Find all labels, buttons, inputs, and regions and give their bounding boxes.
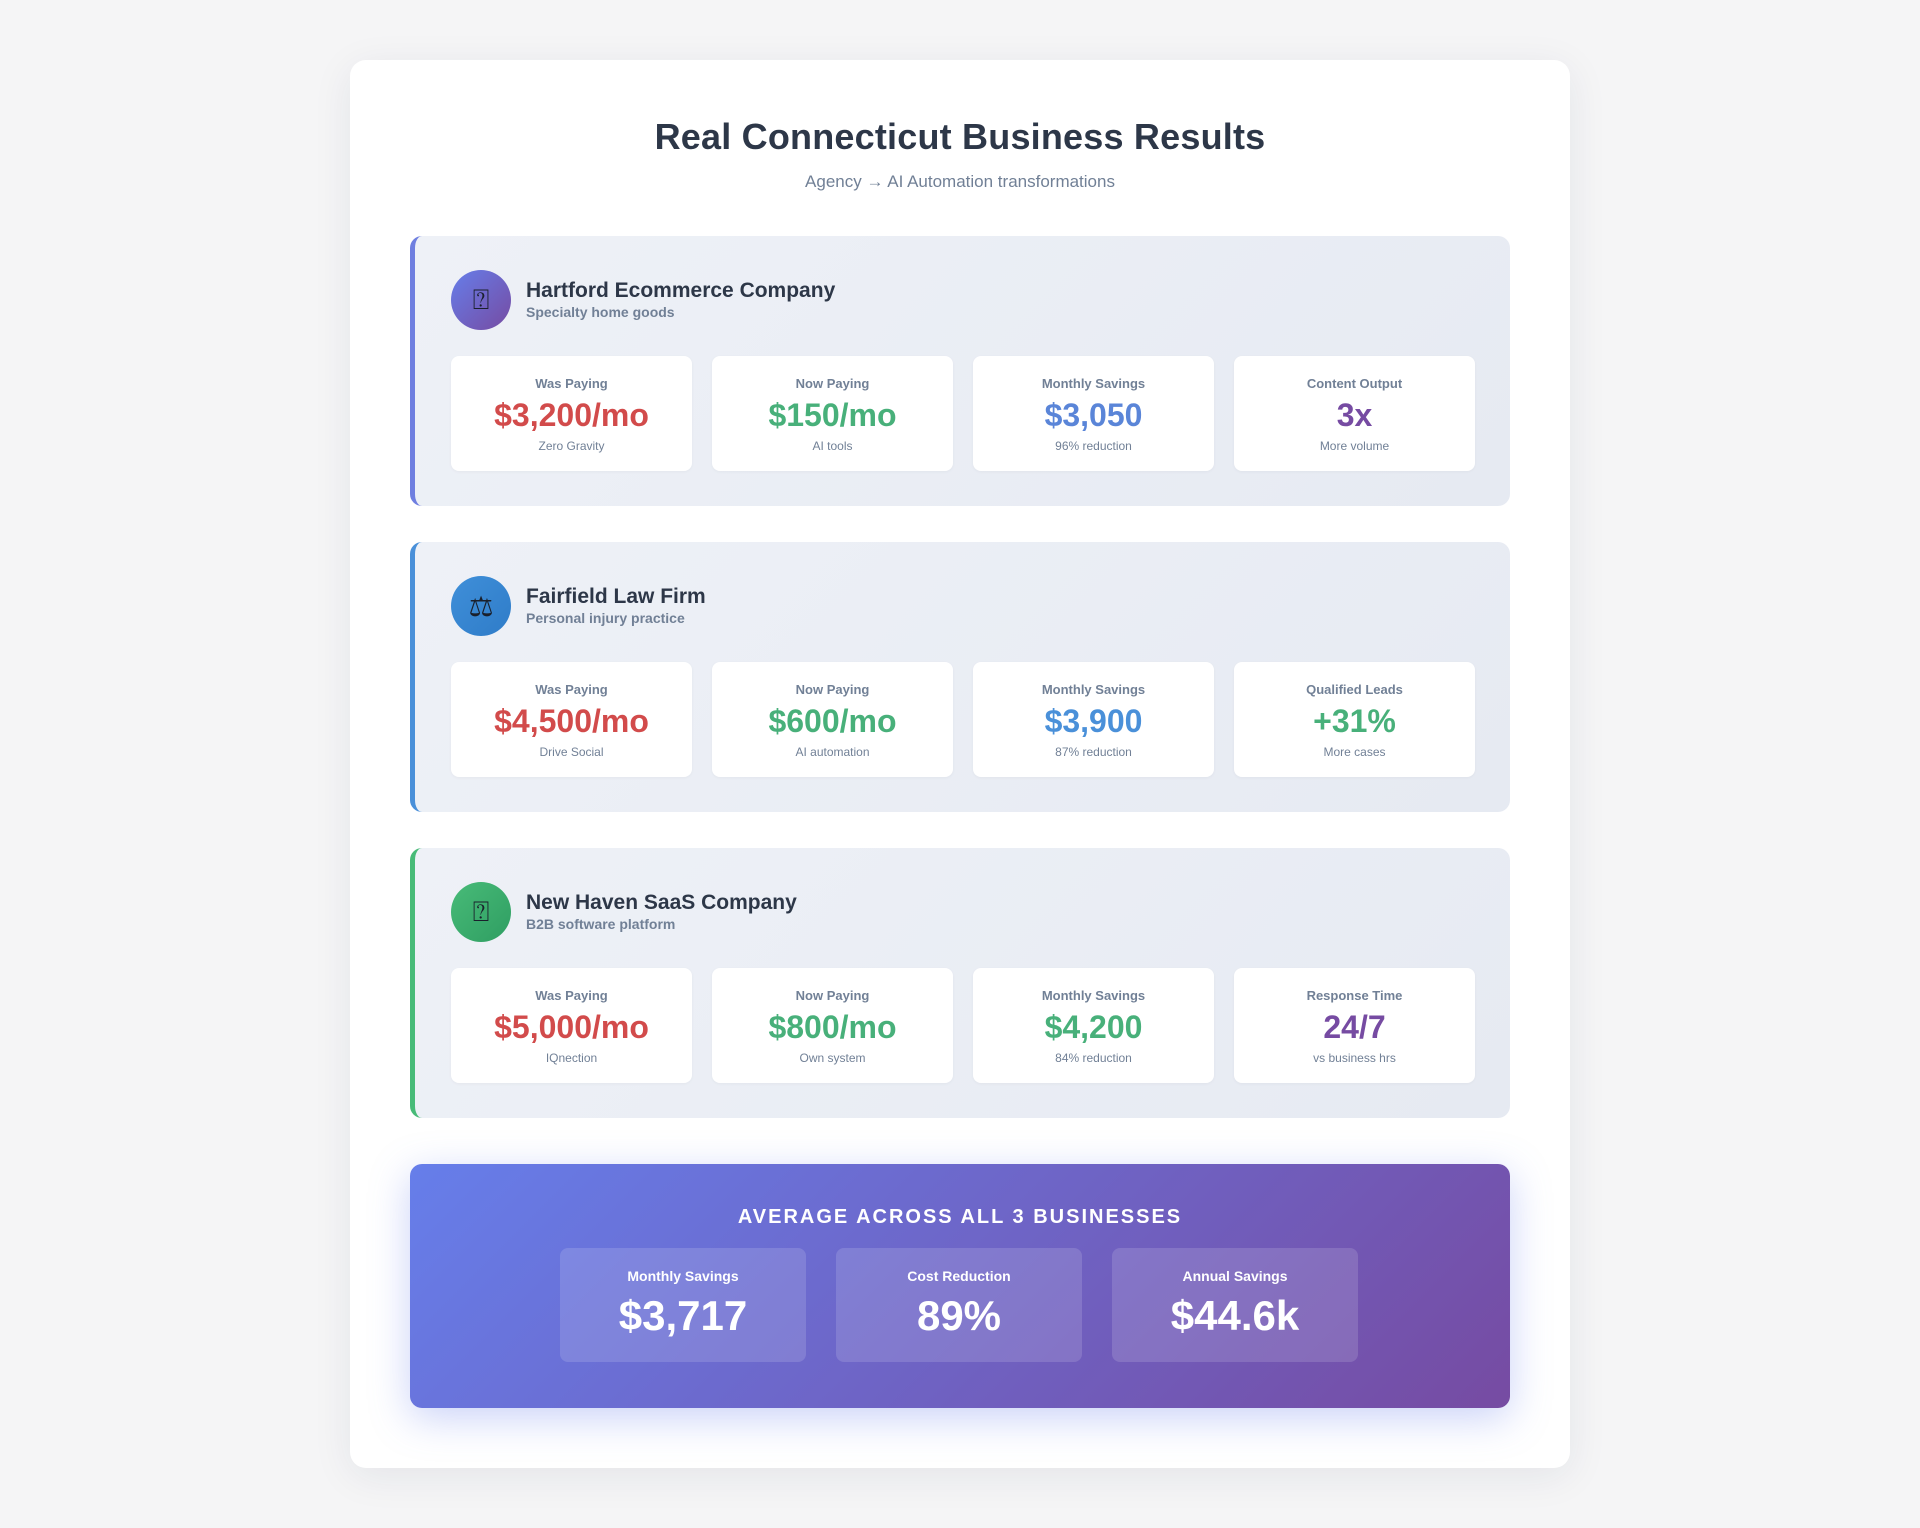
metric-note: AI tools xyxy=(812,439,853,453)
page-subtitle: Agency → AI Automation transformations xyxy=(805,172,1115,191)
metric-value: +31% xyxy=(1313,703,1396,739)
metric-label: Was Paying xyxy=(535,376,608,391)
summary-stat-monthly-savings: Monthly Savings $3,717 xyxy=(560,1248,806,1362)
metrics-row: Was Paying $4,500/mo Drive Social Now Pa… xyxy=(451,662,1475,777)
metric-value: $4,500/mo xyxy=(494,703,649,739)
summary-title: AVERAGE ACROSS ALL 3 BUSINESSES xyxy=(737,1206,1183,1228)
summary-value: $44.6k xyxy=(1170,1292,1300,1339)
metric-value: $600/mo xyxy=(768,703,897,739)
business-header: ⚖ Fairfield Law Firm Personal injury pra… xyxy=(451,576,706,636)
metric-value: $4,200 xyxy=(1044,1009,1143,1045)
business-card-fairfield: ⚖ Fairfield Law Firm Personal injury pra… xyxy=(410,542,1510,812)
metric-note: vs business hrs xyxy=(1313,1051,1396,1065)
metric-value: $5,000/mo xyxy=(494,1009,649,1045)
summary-value: 89% xyxy=(916,1292,1002,1339)
metric-note: Zero Gravity xyxy=(538,439,605,453)
metric-response-time: Response Time 24/7 vs business hrs xyxy=(1234,968,1475,1083)
metric-was-paying: Was Paying $4,500/mo Drive Social xyxy=(451,662,692,777)
results-card: Real Connecticut Business Results Agency… xyxy=(350,60,1570,1468)
business-name: Fairfield Law Firm xyxy=(526,585,706,608)
metric-value: $3,050 xyxy=(1044,397,1143,433)
laptop-icon: ⍰ xyxy=(451,882,511,942)
metric-value: $3,900 xyxy=(1044,703,1143,739)
business-header: ⍰ Hartford Ecommerce Company Specialty h… xyxy=(451,270,835,330)
metric-monthly-savings: Monthly Savings $3,900 87% reduction xyxy=(973,662,1214,777)
business-description: Personal injury practice xyxy=(526,610,685,626)
metric-label: Monthly Savings xyxy=(1041,682,1146,697)
metric-label: Now Paying xyxy=(795,682,870,697)
metric-content-output: Content Output 3x More volume xyxy=(1234,356,1475,471)
metric-note: 84% reduction xyxy=(1055,1051,1132,1065)
business-name: New Haven SaaS Company xyxy=(526,891,797,914)
metric-value: 24/7 xyxy=(1323,1009,1386,1045)
metric-note: Drive Social xyxy=(539,745,604,759)
metric-label: Was Paying xyxy=(535,682,608,697)
business-description: Specialty home goods xyxy=(526,304,675,320)
scales-icon: ⚖ xyxy=(451,576,511,636)
summary-stats: Monthly Savings $3,717 Cost Reduction 89… xyxy=(560,1248,1358,1362)
metric-label: Monthly Savings xyxy=(1041,988,1146,1003)
metric-note: More cases xyxy=(1323,745,1386,759)
metric-note: 87% reduction xyxy=(1055,745,1132,759)
metric-qualified-leads: Qualified Leads +31% More cases xyxy=(1234,662,1475,777)
business-header: ⍰ New Haven SaaS Company B2B software pl… xyxy=(451,882,797,942)
metric-label: Monthly Savings xyxy=(1041,376,1146,391)
summary-stat-annual-savings: Annual Savings $44.6k xyxy=(1112,1248,1358,1362)
metric-note: AI automation xyxy=(795,745,870,759)
metric-now-paying: Now Paying $800/mo Own system xyxy=(712,968,953,1083)
metrics-row: Was Paying $3,200/mo Zero Gravity Now Pa… xyxy=(451,356,1475,471)
metric-label: Was Paying xyxy=(535,988,608,1003)
business-card-hartford: ⍰ Hartford Ecommerce Company Specialty h… xyxy=(410,236,1510,506)
metrics-row: Was Paying $5,000/mo IQnection Now Payin… xyxy=(451,968,1475,1083)
metric-now-paying: Now Paying $150/mo AI tools xyxy=(712,356,953,471)
business-card-new-haven: ⍰ New Haven SaaS Company B2B software pl… xyxy=(410,848,1510,1118)
metric-was-paying: Was Paying $3,200/mo Zero Gravity xyxy=(451,356,692,471)
metric-note: IQnection xyxy=(545,1051,598,1065)
metric-value: $800/mo xyxy=(768,1009,897,1045)
metric-label: Now Paying xyxy=(795,988,870,1003)
metric-label: Content Output xyxy=(1306,376,1403,391)
metric-label: Response Time xyxy=(1306,988,1403,1003)
metric-was-paying: Was Paying $5,000/mo IQnection xyxy=(451,968,692,1083)
summary-stat-cost-reduction: Cost Reduction 89% xyxy=(836,1248,1082,1362)
metric-now-paying: Now Paying $600/mo AI automation xyxy=(712,662,953,777)
metric-label: Qualified Leads xyxy=(1306,682,1403,697)
metric-value: $3,200/mo xyxy=(494,397,649,433)
box-icon: ⍰ xyxy=(451,270,511,330)
business-name: Hartford Ecommerce Company xyxy=(526,279,836,302)
summary-label: Cost Reduction xyxy=(907,1268,1011,1284)
metric-monthly-savings: Monthly Savings $3,050 96% reduction xyxy=(973,356,1214,471)
metric-label: Now Paying xyxy=(795,376,870,391)
average-summary-panel: AVERAGE ACROSS ALL 3 BUSINESSES Monthly … xyxy=(410,1164,1510,1408)
summary-label: Monthly Savings xyxy=(627,1268,739,1284)
summary-label: Annual Savings xyxy=(1182,1268,1288,1284)
summary-value: $3,717 xyxy=(618,1292,748,1339)
metric-note: 96% reduction xyxy=(1055,439,1132,453)
metric-value: $150/mo xyxy=(768,397,897,433)
metric-value: 3x xyxy=(1336,397,1373,433)
page-title: Real Connecticut Business Results xyxy=(654,116,1266,157)
business-description: B2B software platform xyxy=(526,916,676,932)
metric-monthly-savings: Monthly Savings $4,200 84% reduction xyxy=(973,968,1214,1083)
metric-note: More volume xyxy=(1319,439,1390,453)
metric-note: Own system xyxy=(799,1051,866,1065)
